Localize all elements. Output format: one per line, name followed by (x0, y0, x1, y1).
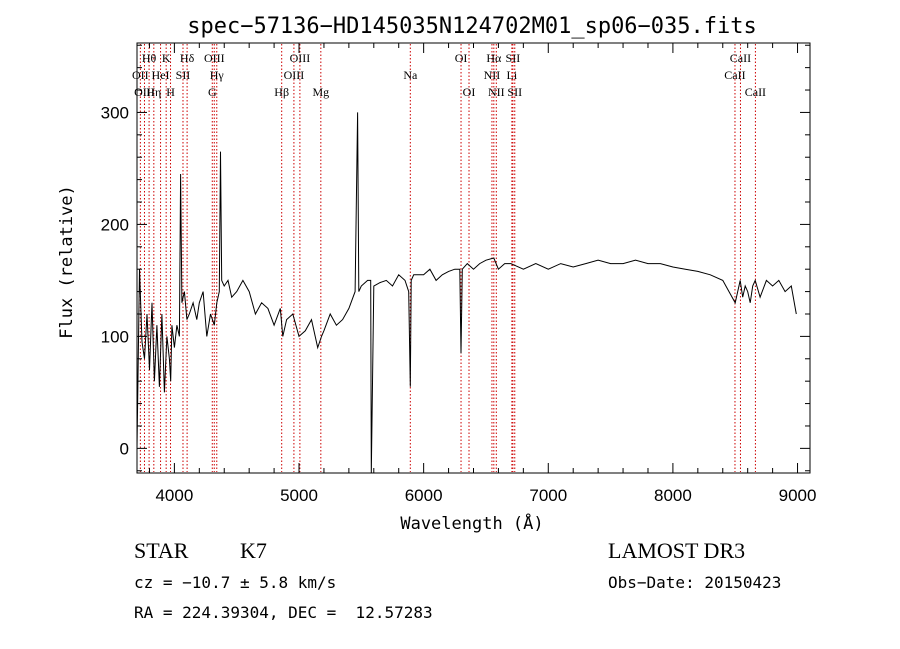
line-label-21: Hα (486, 51, 502, 65)
line-label-24: SII (507, 85, 522, 99)
line-label-27: CaII (745, 85, 766, 99)
object-type: STAR (134, 538, 189, 563)
line-label-2: OIII (134, 85, 155, 99)
line-label-8: Hδ (180, 51, 195, 65)
line-label-19: NII (484, 68, 501, 82)
x-tick-label-4: 8000 (654, 486, 692, 505)
line-label-6: H (166, 85, 175, 99)
plot-frame (136, 42, 811, 474)
line-label-23: Li (507, 68, 518, 82)
x-axis-label: Wavelength (Å) (400, 512, 543, 534)
line-label-11: Hγ (210, 68, 225, 82)
y-tick-label-3: 300 (101, 103, 129, 122)
x-tick-label-5: 9000 (779, 486, 817, 505)
line-label-25: CaII (724, 68, 745, 82)
line-label-17: OI (455, 51, 468, 65)
line-label-12: Hβ (274, 85, 289, 99)
line-label-22: SII (506, 51, 521, 65)
line-label-16: Na (403, 68, 418, 82)
line-label-13: OIII (284, 68, 305, 82)
line-label-1: OII (132, 68, 149, 82)
x-tick-label-2: 6000 (405, 486, 443, 505)
line-label-20: NII (488, 85, 505, 99)
x-tick-label-1: 5000 (280, 486, 318, 505)
y-tick-label-0: 0 (120, 439, 129, 458)
y-tick-label-1: 100 (101, 327, 129, 346)
survey-name: LAMOST DR3 (608, 538, 746, 563)
spectral-line-markers (139, 44, 756, 472)
line-label-0: Hθ (142, 51, 157, 65)
line-label-9: G (208, 85, 217, 99)
line-label-3: Hη (146, 85, 161, 99)
y-axis: 0 100 200 300 (101, 44, 810, 472)
line-label-26: CaII (730, 51, 751, 65)
line-label-5: K (162, 51, 171, 65)
line-label-4: HeI (152, 68, 170, 82)
spectral-line-labels: HθOIIOIIIHηHeIKHSIIHδGOIIIHγHβOIIIOIIIMg… (132, 51, 766, 99)
x-tick-label-0: 4000 (155, 486, 193, 505)
observation-date: Obs−Date: 20150423 (608, 573, 782, 592)
y-tick-label-2: 200 (101, 215, 129, 234)
x-axis: 4000 5000 6000 7000 8000 9000 (148, 43, 817, 505)
object-subclass: K7 (240, 538, 267, 563)
coordinates: RA = 224.39304, DEC = 12.57283 (134, 603, 433, 622)
x-tick-label-3: 7000 (529, 486, 567, 505)
line-label-15: Mg (312, 85, 329, 99)
line-label-14: OIII (290, 51, 311, 65)
chart-title: spec−57136−HD145035N124702M01_sp06−035.f… (187, 14, 757, 39)
redshift-cz: cz = −10.7 ± 5.8 km/s (134, 573, 337, 592)
y-axis-label: Flux (relative) (57, 185, 77, 339)
line-label-10: OIII (204, 51, 225, 65)
spectrum-line (136, 112, 797, 474)
line-label-18: OI (463, 85, 476, 99)
line-label-7: SII (176, 68, 191, 82)
